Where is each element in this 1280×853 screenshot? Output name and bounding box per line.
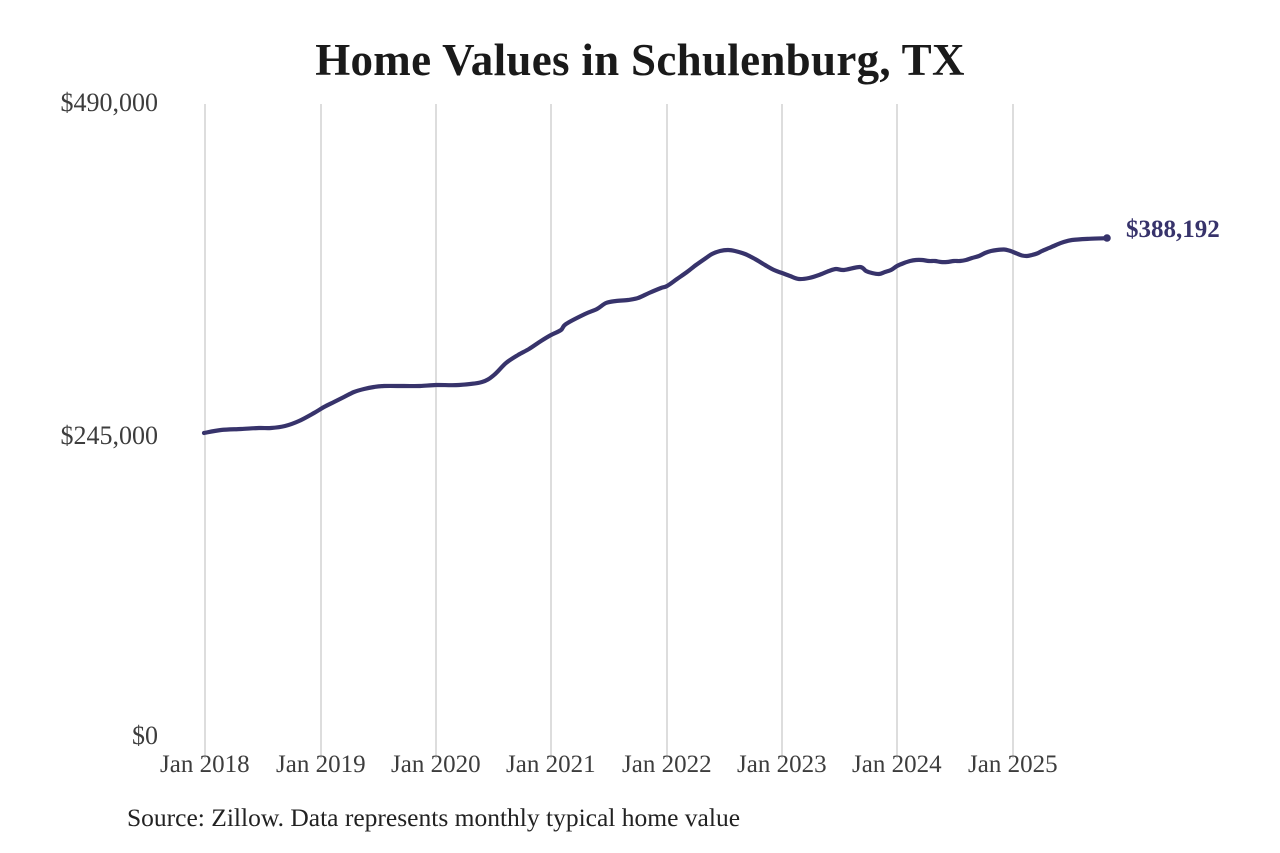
svg-text:Jan 2019: Jan 2019 — [276, 751, 366, 778]
svg-text:Jan 2018: Jan 2018 — [160, 751, 250, 778]
svg-text:$0: $0 — [132, 721, 158, 750]
svg-text:$490,000: $490,000 — [61, 88, 159, 117]
svg-text:Jan 2023: Jan 2023 — [737, 751, 827, 778]
svg-text:Jan 2020: Jan 2020 — [391, 751, 481, 778]
svg-text:Jan 2021: Jan 2021 — [506, 751, 596, 778]
svg-text:Jan 2022: Jan 2022 — [622, 751, 712, 778]
svg-text:Jan 2024: Jan 2024 — [852, 751, 942, 778]
svg-text:$245,000: $245,000 — [61, 421, 159, 450]
svg-text:Jan 2025: Jan 2025 — [968, 751, 1058, 778]
